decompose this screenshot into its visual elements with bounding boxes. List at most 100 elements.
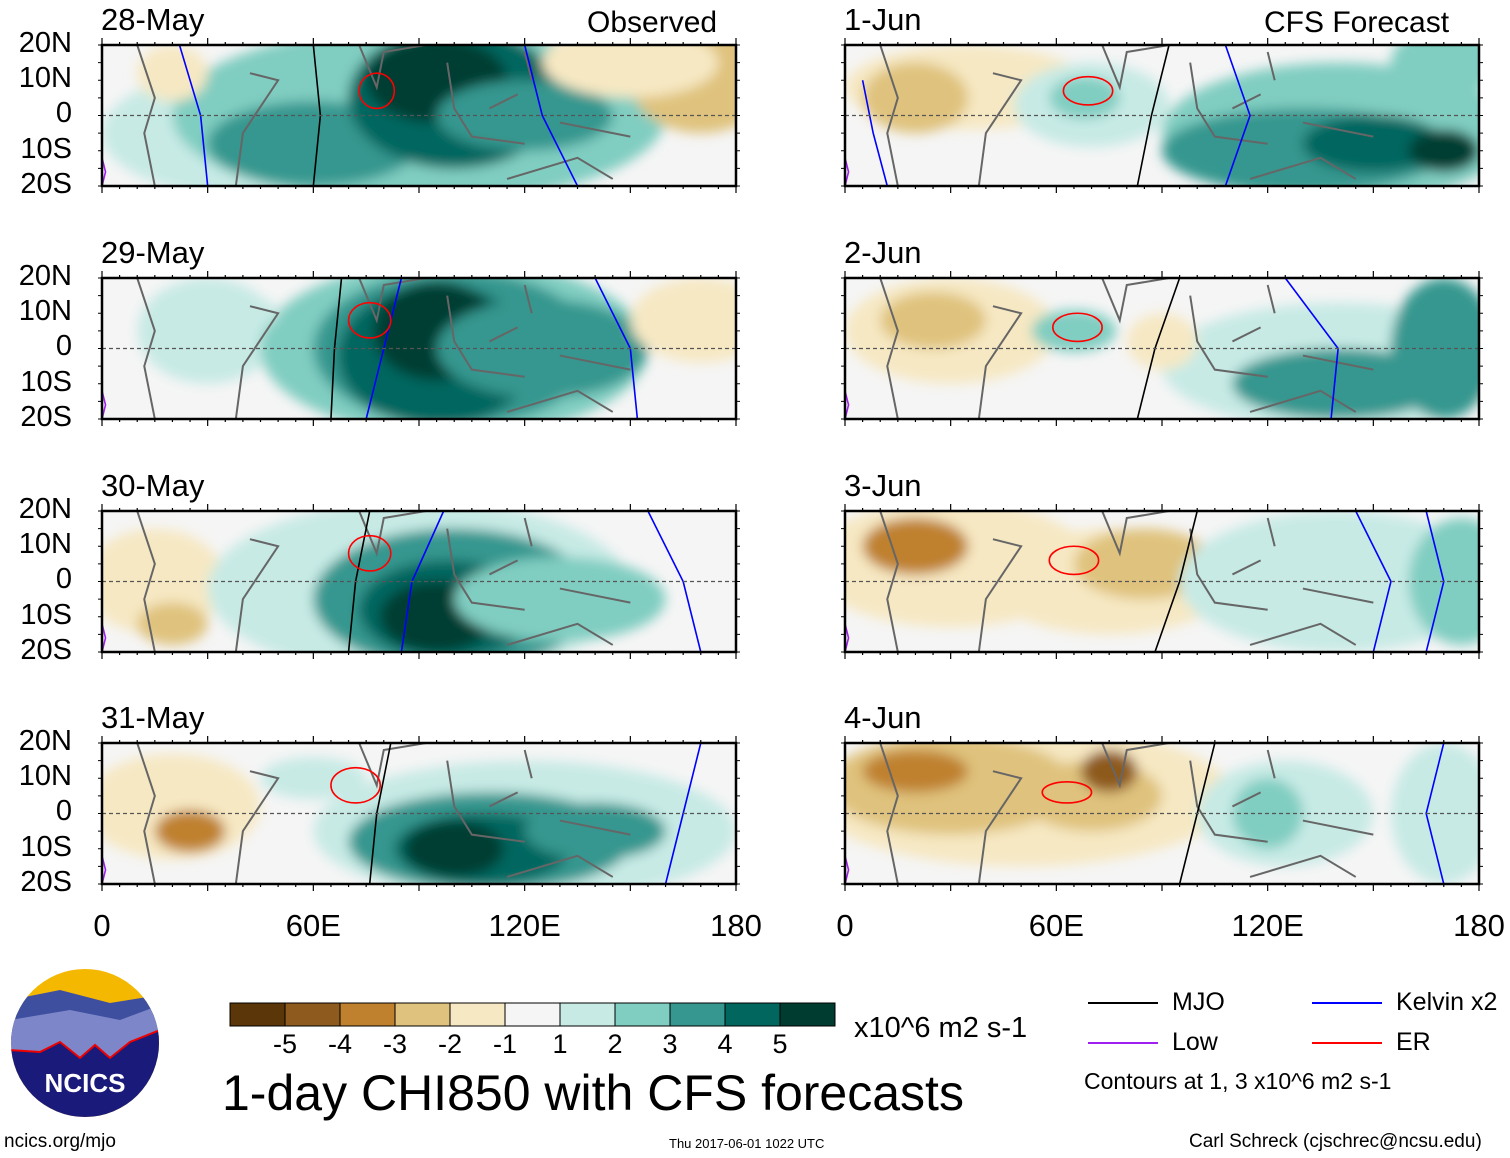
panel-date-label: 3-Jun xyxy=(844,468,922,503)
lon-tick-label: 0 xyxy=(93,908,111,943)
anomaly-shading xyxy=(524,802,666,860)
colorbar-swatch xyxy=(394,1002,451,1027)
kelvin-contour xyxy=(1355,511,1392,652)
map-panel-29-May xyxy=(98,271,740,426)
lat-tick-label: 20N xyxy=(18,725,72,757)
colorbar-swatch xyxy=(779,1002,836,1027)
panel-date-label: 31-May xyxy=(101,700,205,735)
anomaly-shading xyxy=(862,518,969,575)
kelvin-contour xyxy=(1224,45,1251,186)
colorbar-tick-label: -1 xyxy=(492,1029,518,1059)
coastline xyxy=(879,743,1374,884)
coastline xyxy=(136,743,631,884)
contour-note: Contours at 1, 3 x10^6 m2 s-1 xyxy=(1084,1068,1392,1094)
map-panel-31-May xyxy=(98,736,740,891)
legend-label: Kelvin x2 xyxy=(1396,988,1498,1016)
coastline xyxy=(879,45,1374,186)
coastline xyxy=(136,511,631,652)
lat-tick-label: 10N xyxy=(18,760,72,793)
kelvin-contour xyxy=(523,45,579,186)
colorbar-tick-label: 5 xyxy=(772,1029,788,1059)
colorbar-swatch xyxy=(504,1002,561,1027)
colorbar-swatch xyxy=(284,1002,341,1027)
map-panel-3-Jun xyxy=(841,504,1483,659)
mjo-contour xyxy=(1154,511,1198,652)
colorbar-swatch xyxy=(559,1002,616,1027)
er-contour xyxy=(1048,545,1100,576)
anomaly-shading xyxy=(1408,518,1479,645)
colorbar-tick-label: -3 xyxy=(382,1029,408,1059)
er-contour xyxy=(347,301,392,339)
map-panel-2-Jun xyxy=(841,271,1483,426)
panel-date-label: 30-May xyxy=(101,468,205,503)
anomaly-shading xyxy=(1080,750,1138,793)
lat-tick-label: 0 xyxy=(55,795,72,828)
anomaly-shading xyxy=(404,820,504,877)
lat-tick-label: 20N xyxy=(18,493,72,525)
colorbar-tick-label: 2 xyxy=(607,1029,623,1059)
lon-tick-label: 0 xyxy=(836,908,854,943)
colorbar-swatch xyxy=(614,1002,671,1027)
lat-tick-label: 0 xyxy=(55,563,72,596)
anomaly-shading xyxy=(880,292,986,349)
footer-credit: Carl Schreck (cjschrec@ncsu.edu) xyxy=(1189,1131,1482,1152)
map-panel-1-Jun xyxy=(841,38,1483,193)
anomaly-shading xyxy=(154,809,226,853)
kelvin-contour xyxy=(861,80,889,186)
lon-tick-label: 60E xyxy=(285,908,341,943)
colorbar-tick-label: 3 xyxy=(662,1029,678,1059)
panel-date-label: 29-May xyxy=(101,235,205,270)
colorbar-swatch xyxy=(669,1002,726,1027)
er-contour xyxy=(347,534,392,572)
lat-tick-label: 20S xyxy=(20,865,72,898)
er-contour xyxy=(1041,780,1093,804)
map-panel-4-Jun xyxy=(841,736,1483,891)
lat-tick-label: 10N xyxy=(18,62,72,95)
er-contour xyxy=(330,766,382,804)
mjo-contour xyxy=(1136,45,1170,186)
panel-date-label: 28-May xyxy=(101,2,205,37)
anomaly-shading xyxy=(1408,129,1479,172)
colorbar-tick-label: 4 xyxy=(717,1029,733,1059)
lat-tick-label: 10S xyxy=(20,830,72,863)
colorbar-swatch xyxy=(229,1002,286,1027)
lon-tick-label: 60E xyxy=(1028,908,1084,943)
lat-tick-label: 20N xyxy=(18,260,72,292)
anomaly-shading xyxy=(454,556,666,642)
anomaly-shading xyxy=(1031,309,1117,353)
lat-tick-label: 20S xyxy=(20,400,72,433)
anomaly-shading xyxy=(1049,76,1120,120)
map-panel-30-May xyxy=(98,504,740,659)
colorbar-tick-label: -5 xyxy=(272,1029,298,1059)
lat-tick-label: 0 xyxy=(55,330,72,363)
anomaly-shading xyxy=(862,750,969,793)
lat-tick-label: 10N xyxy=(18,528,72,561)
coastline xyxy=(136,278,631,419)
map-panel-28-May xyxy=(98,38,740,193)
legend-label: MJO xyxy=(1172,988,1225,1016)
colorbar-swatch xyxy=(449,1002,506,1027)
lon-tick-label: 180 xyxy=(1453,908,1505,943)
lat-tick-label: 10S xyxy=(20,365,72,398)
coastline xyxy=(879,278,1374,419)
lat-tick-label: 10S xyxy=(20,132,72,165)
anomaly-shading xyxy=(260,757,367,800)
footer-url[interactable]: ncics.org/mjo xyxy=(4,1131,116,1152)
colorbar-units: x10^6 m2 s-1 xyxy=(854,1012,1028,1044)
forecast-label: CFS Forecast xyxy=(1264,6,1450,39)
anomaly-shading xyxy=(207,295,279,331)
lat-tick-label: 10N xyxy=(18,295,72,328)
anomaly-shading xyxy=(137,278,279,384)
lat-tick-label: 0 xyxy=(55,97,72,130)
panel-date-label: 2-Jun xyxy=(844,235,922,270)
colorbar-tick-label: -4 xyxy=(327,1029,353,1059)
anomaly-shading xyxy=(862,62,969,134)
lat-tick-label: 10S xyxy=(20,598,72,631)
colorbar-swatch xyxy=(339,1002,396,1027)
observed-label: Observed xyxy=(587,6,718,39)
coastline xyxy=(136,45,631,186)
lon-tick-label: 180 xyxy=(710,908,762,943)
lat-tick-label: 20S xyxy=(20,633,72,666)
